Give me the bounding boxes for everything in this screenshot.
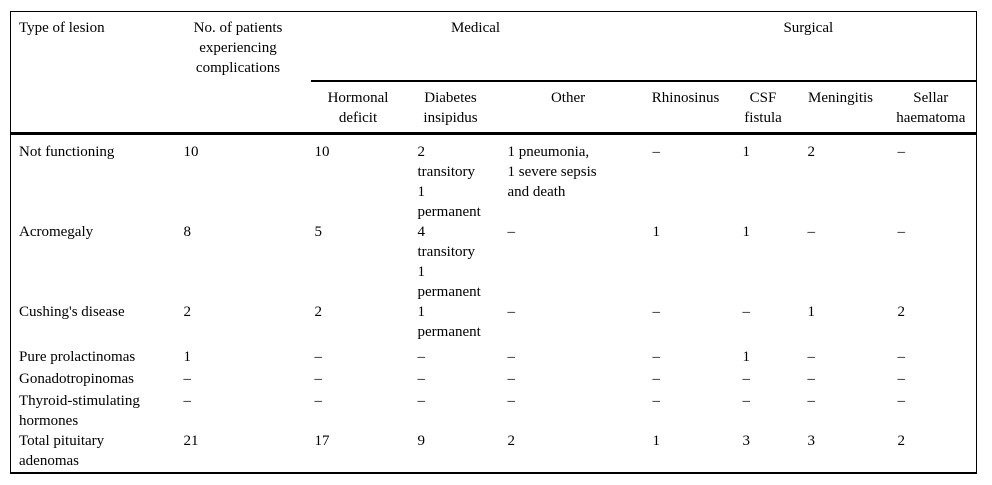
cell-hormonal-deficit: 17 (314, 433, 330, 449)
header-sellar-haematoma: Sellar haematoma (885, 80, 977, 135)
header-rhinosinus: Rhinosinus (640, 80, 731, 135)
row-label: Pure prolactinomas (19, 349, 136, 365)
row-label: Total pituitary adenomas (19, 433, 105, 469)
cell-hormonal-deficit: – (314, 371, 323, 387)
cell-other: – (507, 371, 516, 387)
header-csf-fistula: CSF fistula (730, 80, 796, 135)
table-header: Type of lesion No. of patients experienc… (10, 11, 977, 135)
cell-sellar-haematoma: – (897, 393, 906, 409)
table-row: Gonadotropinomas – – – – – – – – (11, 369, 977, 391)
cell-rhinosinus: – (652, 393, 661, 409)
header-group-surgical: Surgical (640, 11, 977, 82)
cell-sellar-haematoma: – (897, 371, 906, 387)
cell-csf-fistula: 1 (742, 349, 751, 365)
cell-csf-fistula: 1 (742, 224, 751, 240)
cell-hormonal-deficit: – (314, 393, 323, 409)
complications-table: Type of lesion No. of patients experienc… (10, 11, 978, 474)
cell-diabetes-insipidus: – (417, 349, 426, 365)
cell-diabetes-insipidus: – (417, 393, 426, 409)
cell-sellar-haematoma: – (897, 144, 906, 160)
cell-meningitis: 2 (807, 144, 816, 160)
cell-rhinosinus: 1 (652, 433, 661, 449)
header-diabetes-insipidus: Diabetes insipidus (405, 80, 496, 135)
table-header-row-groups: Type of lesion No. of patients experienc… (10, 11, 977, 135)
row-label: Thyroid-stimulating hormones (19, 393, 140, 429)
cell-other: – (507, 304, 516, 320)
cell-other: – (507, 393, 516, 409)
cell-rhinosinus: – (652, 371, 661, 387)
cell-csf-fistula: 3 (742, 433, 751, 449)
cell-hormonal-deficit: 10 (314, 144, 330, 160)
table-row: Total pituitary adenomas 21 17 9 2 1 3 3… (11, 431, 977, 473)
cell-meningitis: 3 (807, 433, 816, 449)
cell-sellar-haematoma: – (897, 224, 906, 240)
cell-sellar-haematoma: 2 (897, 433, 906, 449)
cell-other: – (507, 349, 516, 365)
header-type-of-lesion: Type of lesion (10, 11, 166, 135)
cell-meningitis: – (807, 224, 816, 240)
table-row: Thyroid-stimulating hormones – – – – – –… (11, 391, 977, 431)
cell-meningitis: – (807, 371, 816, 387)
row-label: Not functioning (19, 144, 115, 160)
cell-sellar-haematoma: – (897, 349, 906, 365)
cell-csf-fistula: – (742, 393, 751, 409)
cell-diabetes-insipidus: – (417, 371, 426, 387)
cell-patients: 10 (183, 144, 199, 160)
table-row: Acromegaly 8 5 4 transitory 1 permanent … (11, 222, 977, 302)
table-body: Not functioning 10 10 2 transitory 1 per… (11, 134, 977, 474)
table-row: Cushing's disease 2 2 1 permanent – – – … (11, 302, 977, 347)
cell-diabetes-insipidus: 9 (417, 433, 426, 449)
row-label: Gonadotropinomas (19, 371, 134, 387)
cell-other: – (507, 224, 516, 240)
cell-rhinosinus: – (652, 144, 661, 160)
row-label: Cushing's disease (19, 304, 125, 320)
cell-rhinosinus: – (652, 349, 661, 365)
header-group-medical: Medical (310, 11, 641, 82)
cell-diabetes-insipidus: 4 transitory 1 permanent (417, 224, 481, 300)
cell-sellar-haematoma: 2 (897, 304, 906, 320)
cell-other: 2 (507, 433, 516, 449)
table-header-row-subcolumns: Hormonal deficit Diabetes insipidus Othe… (11, 80, 977, 135)
cell-meningitis: – (807, 393, 816, 409)
cell-patients: 1 (183, 349, 192, 365)
cell-csf-fistula: 1 (742, 144, 751, 160)
cell-csf-fistula: – (742, 371, 751, 387)
table-row: Pure prolactinomas 1 – – – – 1 – – (11, 347, 977, 369)
cell-meningitis: – (807, 349, 816, 365)
cell-rhinosinus: – (652, 304, 661, 320)
cell-hormonal-deficit: 2 (314, 304, 323, 320)
cell-patients: 21 (183, 433, 199, 449)
header-patients: No. of patients experiencing complicatio… (165, 11, 311, 135)
header-hormonal-deficit: Hormonal deficit (310, 80, 406, 135)
cell-hormonal-deficit: 5 (314, 224, 323, 240)
cell-diabetes-insipidus: 1 permanent (417, 304, 481, 340)
cell-other: 1 pneumonia, 1 severe sepsis and death (507, 144, 597, 200)
cell-patients: 8 (183, 224, 192, 240)
cell-hormonal-deficit: – (314, 349, 323, 365)
header-other: Other (495, 80, 641, 135)
row-label: Acromegaly (19, 224, 94, 240)
cell-rhinosinus: 1 (652, 224, 661, 240)
cell-meningitis: 1 (807, 304, 816, 320)
cell-csf-fistula: – (742, 304, 751, 320)
header-meningitis: Meningitis (795, 80, 886, 135)
table-row: Not functioning 10 10 2 transitory 1 per… (11, 134, 977, 223)
cell-patients: 2 (183, 304, 192, 320)
cell-diabetes-insipidus: 2 transitory 1 permanent (417, 144, 481, 220)
cell-patients: – (183, 371, 192, 387)
cell-patients: – (183, 393, 192, 409)
